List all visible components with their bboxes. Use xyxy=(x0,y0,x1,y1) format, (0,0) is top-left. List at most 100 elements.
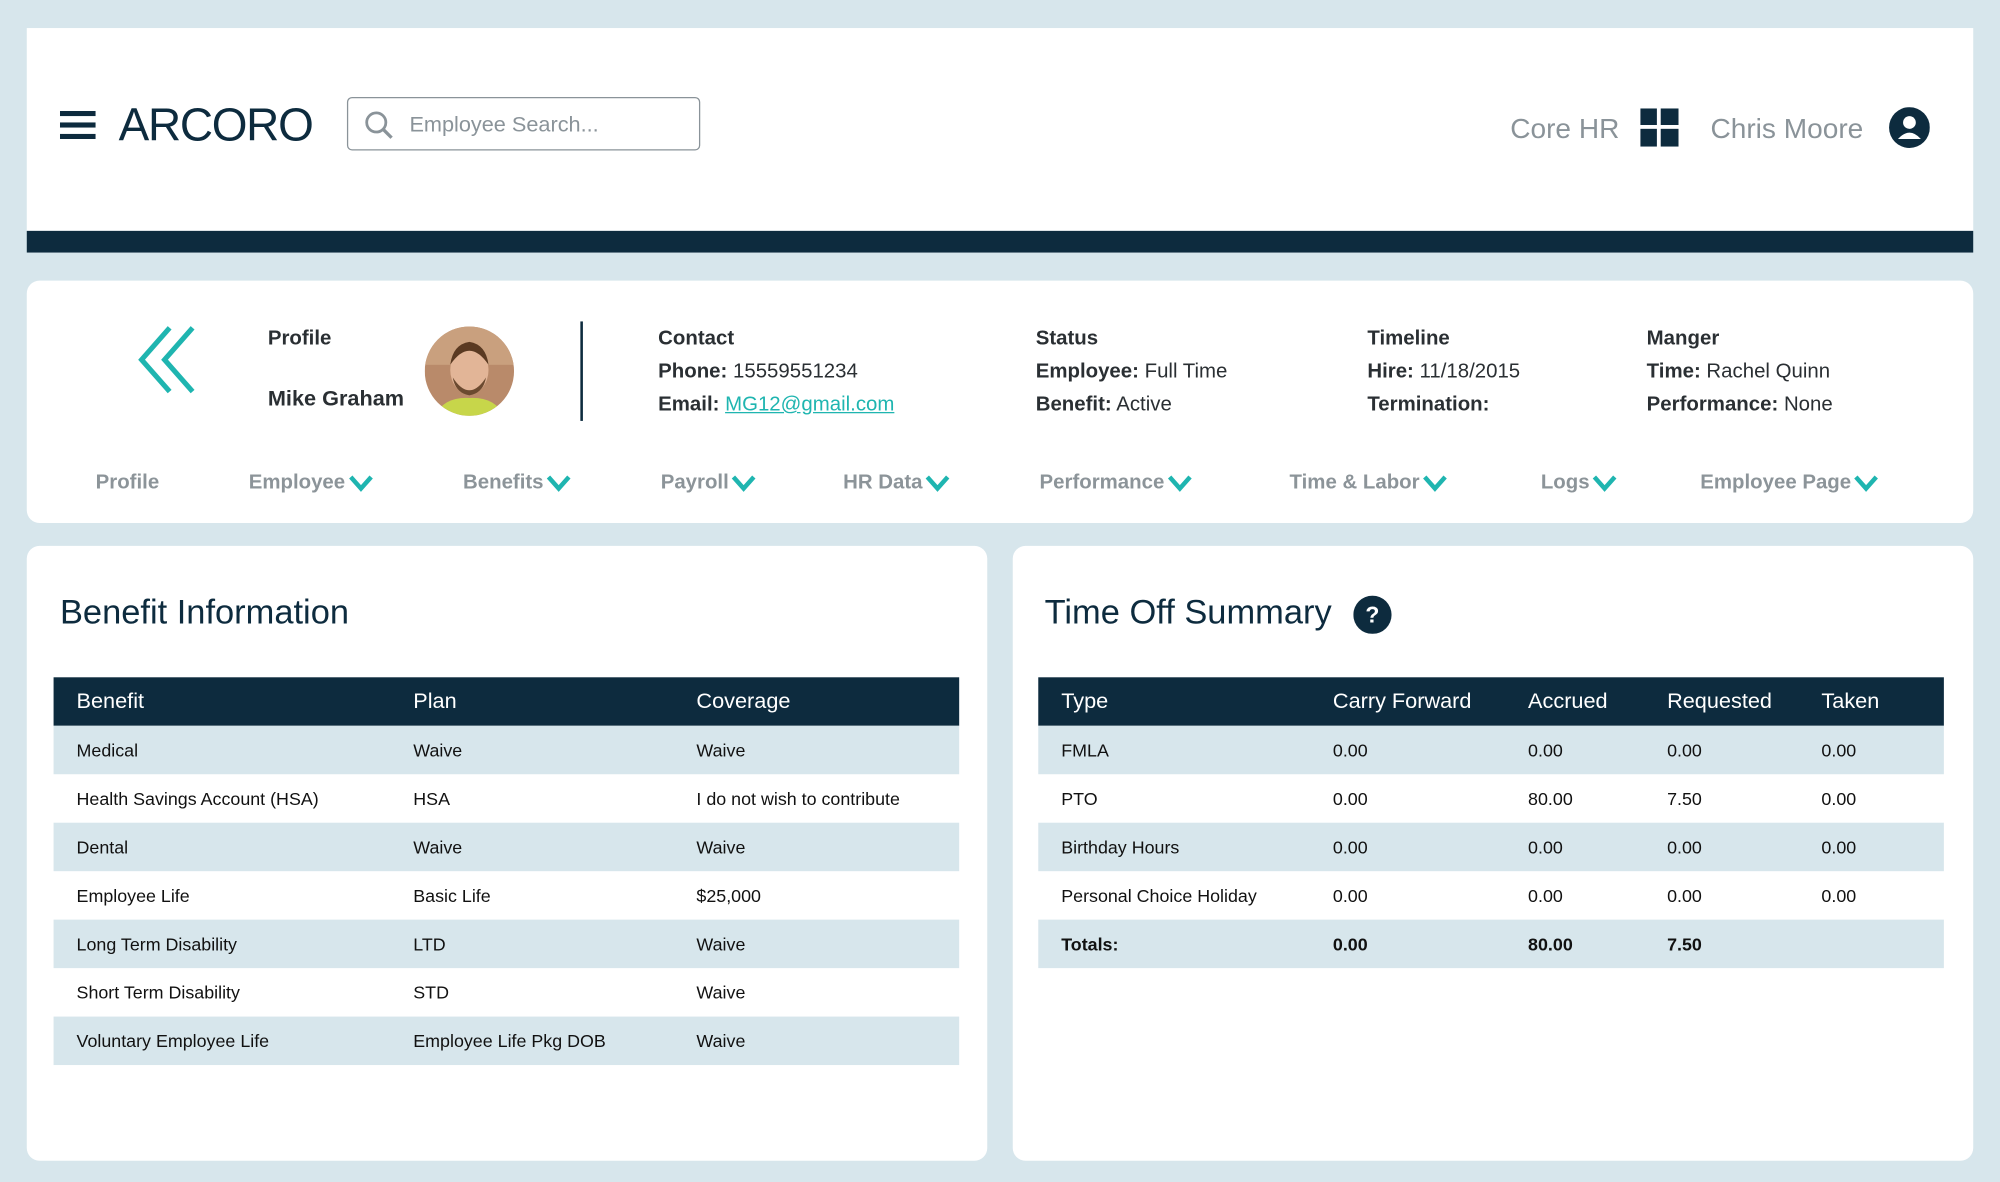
avatar xyxy=(424,326,515,416)
column-header: Type xyxy=(1061,688,1109,714)
help-icon[interactable]: ? xyxy=(1353,595,1392,634)
employee-status: Full Time xyxy=(1144,360,1228,383)
tab[interactable]: Time & Labor xyxy=(1290,472,1448,495)
tab-chevron xyxy=(1854,475,1879,492)
employee-line: Employee: Full Time xyxy=(1036,361,1228,384)
performance-label: Performance: xyxy=(1646,394,1779,416)
user-icon[interactable] xyxy=(1889,107,1930,148)
contact-block: Contact Phone: 15559551234 Email: MG12@g… xyxy=(658,328,894,417)
time-label: Time: xyxy=(1646,360,1701,383)
time-line: Time: Rachel Quinn xyxy=(1647,361,1833,384)
table-row: Dental Waive Waive xyxy=(53,822,960,872)
tab-label: HR Data xyxy=(843,471,923,494)
column-header: Carry Forward xyxy=(1332,688,1472,714)
tab[interactable]: Employee Page xyxy=(1700,472,1879,495)
tab[interactable]: Logs xyxy=(1541,472,1618,495)
cell: Birthday Hours xyxy=(1061,836,1180,858)
termination-label: Termination: xyxy=(1367,394,1490,416)
logo[interactable]: ARCORO xyxy=(118,98,314,151)
back-chevron[interactable] xyxy=(134,325,200,394)
performance-manager: None xyxy=(1783,394,1833,416)
cell: 0.00 xyxy=(1821,739,1857,761)
status-title: Status xyxy=(1035,327,1099,350)
cell: 0.00 xyxy=(1332,885,1368,906)
menu-icon[interactable] xyxy=(59,110,96,140)
cell: Waive xyxy=(696,933,746,955)
cell: PTO xyxy=(1061,788,1098,809)
benefit-line: Benefit: Active xyxy=(1036,394,1228,417)
cell: 0.00 xyxy=(1332,836,1368,858)
tab-label: Profile xyxy=(95,471,160,494)
contact-title: Contact xyxy=(658,327,735,350)
tab-chevron xyxy=(348,475,373,492)
tab[interactable]: Profile xyxy=(96,472,160,495)
table-row: Long Term Disability LTD Waive xyxy=(53,919,960,969)
time-off-title: Time Off Summary xyxy=(1044,593,1332,632)
cell: STD xyxy=(413,982,449,1003)
benefit-table: Benefit Plan Coverage Medical Waive Waive Heal… xyxy=(53,677,960,1066)
cell: $25,000 xyxy=(696,885,761,906)
cell: LTD xyxy=(413,933,446,955)
top-bar: ARCORO Employee Search... Core HR Chris … xyxy=(26,28,1974,231)
tab-label: Payroll xyxy=(660,471,729,494)
profile-card xyxy=(26,280,1974,523)
column-header: Accrued xyxy=(1528,688,1608,714)
total-cell: 7.50 xyxy=(1667,933,1702,955)
cell: 0.00 xyxy=(1667,885,1702,906)
search-box[interactable]: Employee Search... xyxy=(346,96,701,151)
cell: 0.00 xyxy=(1528,885,1563,906)
cell: Dental xyxy=(76,836,129,858)
hire-date: 11/18/2015 xyxy=(1419,360,1521,383)
tab[interactable]: Employee xyxy=(249,472,373,495)
tab-chevron xyxy=(546,475,571,492)
email-line: Email: MG12@gmail.com xyxy=(658,394,894,417)
user-name[interactable]: Chris Moore xyxy=(1710,112,1864,145)
time-off-table: Type Carry Forward Accrued Requested Taken FM… xyxy=(1038,677,1944,969)
header-row: Benefit Plan Coverage xyxy=(53,677,960,726)
column-header: Requested xyxy=(1667,688,1772,714)
cell: Waive xyxy=(413,836,463,858)
total-cell: 80.00 xyxy=(1528,933,1573,955)
tab[interactable]: Performance xyxy=(1040,472,1193,495)
timeline-block: Timeline Hire: 11/18/2015 Termination: xyxy=(1367,328,1520,417)
employee-label: Employee: xyxy=(1035,360,1139,383)
cell: 0.00 xyxy=(1821,885,1857,906)
cell: Voluntary Employee Life xyxy=(76,1030,270,1052)
email-label: Email: xyxy=(658,394,720,416)
cell: Short Term Disability xyxy=(76,982,240,1003)
table-row: Health Savings Account (HSA) HSA I do not … xyxy=(54,774,960,822)
cell: 0.00 xyxy=(1667,739,1702,761)
cell: Waive xyxy=(696,1030,746,1052)
cell: 7.50 xyxy=(1667,788,1702,809)
hire-label: Hire: xyxy=(1367,360,1414,383)
profile-label: Profile xyxy=(267,327,332,350)
table-row: Personal Choice Holiday 0.00 0.00 0.00 0.00 xyxy=(1038,871,1944,919)
benefit-status: Active xyxy=(1116,394,1172,416)
tab[interactable]: HR Data xyxy=(843,472,950,495)
svg-text:?: ? xyxy=(1365,601,1379,627)
phone-label: Phone: xyxy=(658,360,728,383)
manager-block: Manger Time: Rachel Quinn Performance: N… xyxy=(1647,328,1833,417)
cell: Long Term Disability xyxy=(76,933,237,955)
cell: Waive xyxy=(696,836,746,858)
benefit-label: Benefit: xyxy=(1035,394,1112,416)
performance-line: Performance: None xyxy=(1647,394,1833,417)
phone: 15559551234 xyxy=(732,360,858,383)
nav-bar xyxy=(26,230,1974,253)
cell: 0.00 xyxy=(1821,836,1857,858)
tab[interactable]: Payroll xyxy=(661,472,757,495)
search-placeholder: Employee Search... xyxy=(409,112,599,137)
email-link[interactable]: MG12@gmail.com xyxy=(725,394,895,416)
module-name[interactable]: Core HR xyxy=(1510,112,1620,145)
table-row: Employee Life Basic Life $25,000 xyxy=(54,871,960,919)
grid-icon[interactable] xyxy=(1640,108,1679,147)
column-header: Plan xyxy=(413,688,457,714)
tab[interactable]: Benefits xyxy=(463,472,572,495)
column-header: Benefit xyxy=(76,688,145,714)
phone-line: Phone: 15559551234 xyxy=(658,361,894,384)
cell: Waive xyxy=(413,739,463,761)
cell: Health Savings Account (HSA) xyxy=(76,788,319,809)
table-row: Medical Waive Waive xyxy=(53,725,960,775)
